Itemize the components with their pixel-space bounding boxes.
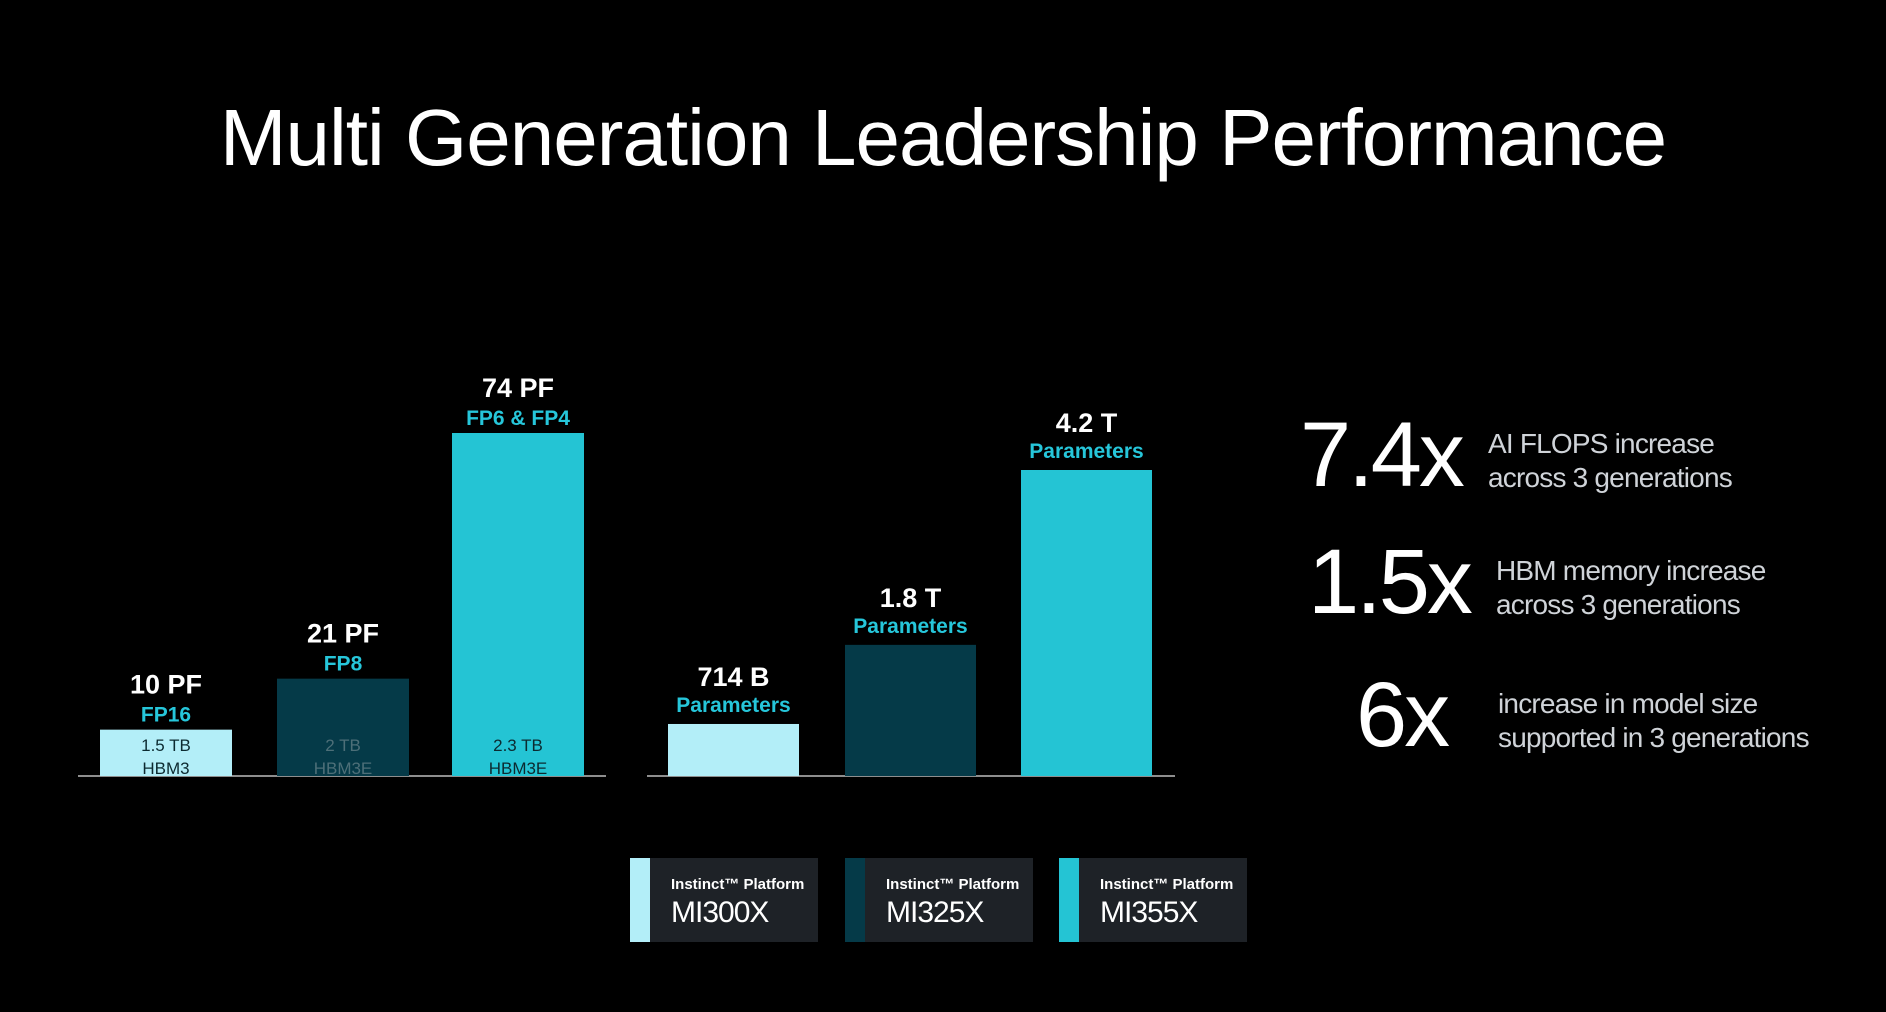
legend-swatch-mi355x	[1059, 858, 1079, 942]
chart2-value-label: 4.2 T	[1056, 408, 1118, 438]
page-title: Multi Generation Leadership Performance	[219, 93, 1667, 182]
chart1-bar-mi325x	[277, 678, 409, 776]
stat-model-size: 6x increase in model size supported in 3…	[1356, 665, 1876, 785]
stat-hbm-memory-line1: HBM memory increase	[1496, 555, 1766, 586]
chart1-memory-type: HBM3	[142, 759, 189, 778]
stat-ai-flops-value: 7.4x	[1300, 404, 1465, 506]
chart1-memory-capacity: 1.5 TB	[141, 736, 191, 755]
legend-name-mi325x: MI325X	[886, 896, 984, 929]
chart2-bar-mi325x	[845, 644, 976, 776]
chart1-value-label: 74 PF	[482, 373, 554, 403]
chart1-memory-type: HBM3E	[314, 759, 373, 778]
chart1-bar-mi300x	[100, 729, 232, 776]
legend-name-mi355x: MI355X	[1100, 896, 1198, 929]
stat-hbm-memory-line2: across 3 generations	[1496, 589, 1741, 620]
chart2-sub-label: Parameters	[1029, 440, 1143, 463]
chart2-sub-label: Parameters	[676, 694, 790, 717]
stat-ai-flops-desc: AI FLOPS increase across 3 generations	[1488, 427, 1733, 495]
legend-item-mi355x: Instinct™ Platform MI355X	[1059, 858, 1247, 942]
chart1-precision-label: FP16	[141, 704, 191, 727]
chart1-bar-mi355x	[452, 433, 584, 776]
chart1-value-label: 21 PF	[307, 619, 379, 649]
chart1-precision-label: FP6 & FP4	[466, 407, 570, 430]
legend-platform-label: Instinct™ Platform	[886, 876, 1020, 893]
chart1-memory-capacity: 2.3 TB	[493, 736, 543, 755]
stat-hbm-memory-value: 1.5x	[1308, 531, 1473, 633]
stat-model-size-line2: supported in 3 generations	[1498, 722, 1810, 753]
chart2-sub-label: Parameters	[853, 615, 967, 638]
legend-swatch-mi300x	[630, 858, 650, 942]
chart1-value-label: 10 PF	[130, 670, 202, 700]
legend-item-mi300x: Instinct™ Platform MI300X	[630, 858, 818, 942]
chart2-bar-mi300x	[668, 723, 799, 776]
chart1-memory-type: HBM3E	[489, 759, 548, 778]
stat-model-size-value: 6x	[1356, 664, 1450, 766]
chart2-bar-mi355x	[1021, 470, 1152, 776]
chart1-precision-label: FP8	[324, 653, 363, 676]
legend-swatch-mi325x	[845, 858, 865, 942]
stat-hbm-memory-desc: HBM memory increase across 3 generations	[1496, 554, 1766, 622]
stat-model-size-desc: increase in model size supported in 3 ge…	[1498, 687, 1810, 755]
legend-platform-label: Instinct™ Platform	[671, 876, 805, 893]
chart2-value-label: 714 B	[697, 662, 769, 692]
legend-name-mi300x: MI300X	[671, 896, 769, 929]
stat-model-size-line1: increase in model size	[1498, 688, 1758, 719]
stat-ai-flops-line1: AI FLOPS increase	[1488, 428, 1715, 459]
legend-item-mi325x: Instinct™ Platform MI325X	[845, 858, 1033, 942]
legend-platform-label: Instinct™ Platform	[1100, 876, 1234, 893]
chart1-memory-capacity: 2 TB	[325, 736, 361, 755]
stat-ai-flops: 7.4x AI FLOPS increase across 3 generati…	[1300, 405, 1860, 525]
stat-ai-flops-line2: across 3 generations	[1488, 462, 1733, 493]
stat-hbm-memory: 1.5x HBM memory increase across 3 genera…	[1308, 532, 1868, 652]
chart2-value-label: 1.8 T	[880, 583, 942, 613]
